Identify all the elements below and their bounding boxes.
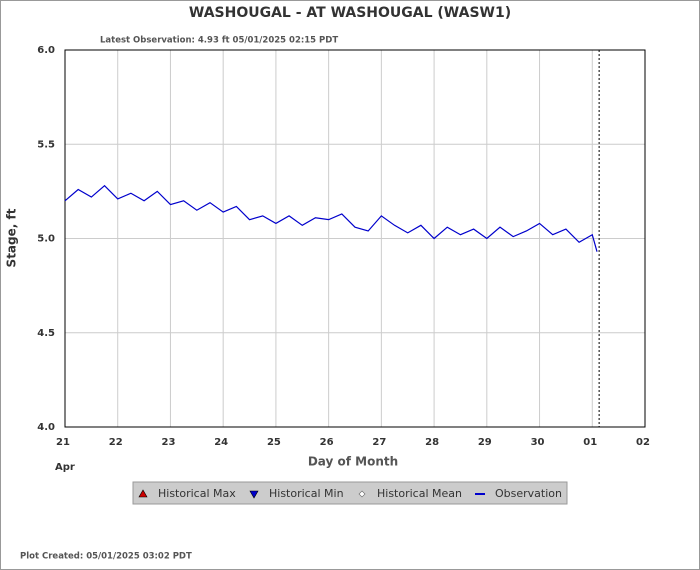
legend-marker [249, 490, 259, 499]
footer: Plot Created: 05/01/2025 03:02 PDT [20, 552, 192, 562]
legend-marker [358, 490, 366, 498]
x-tick-label: 01 [583, 437, 597, 448]
x-axis-label: Day of Month [308, 455, 398, 469]
y-tick-label: 6.0 [37, 45, 55, 56]
x-tick-label: 28 [425, 437, 439, 448]
series-line [64, 184, 598, 252]
x-tick-label: 22 [109, 437, 123, 448]
subtitle: Latest Observation: 4.93 ft 05/01/2025 0… [100, 36, 338, 46]
chart-title: WASHOUGAL - AT WASHOUGAL (WASW1) [189, 5, 511, 21]
x-tick-label: 24 [214, 437, 228, 448]
x-tick-label: 27 [372, 437, 386, 448]
x-tick-label: 29 [478, 437, 492, 448]
x-tick-label: 25 [267, 437, 281, 448]
x-tick-label: 23 [161, 437, 175, 448]
legend-label: Observation [495, 487, 562, 500]
legend [132, 481, 568, 505]
y-tick-label: 5.0 [37, 234, 55, 245]
y-tick-label: 4.5 [37, 328, 55, 339]
y-tick-label: 4.0 [37, 422, 55, 433]
x-tick-label: 30 [531, 437, 545, 448]
plot-border [64, 49, 646, 428]
legend-marker [138, 489, 148, 498]
y-axis-label: Stage, ft [5, 208, 19, 267]
y-tick-label: 5.5 [37, 139, 55, 150]
x-tick-label: 21 [56, 437, 70, 448]
legend-label: Historical Max [158, 487, 236, 500]
month-label: Apr [55, 462, 75, 473]
x-tick-label: 02 [636, 437, 650, 448]
legend-label: Historical Mean [377, 487, 462, 500]
legend-label: Historical Min [269, 487, 344, 500]
x-tick-label: 26 [320, 437, 334, 448]
